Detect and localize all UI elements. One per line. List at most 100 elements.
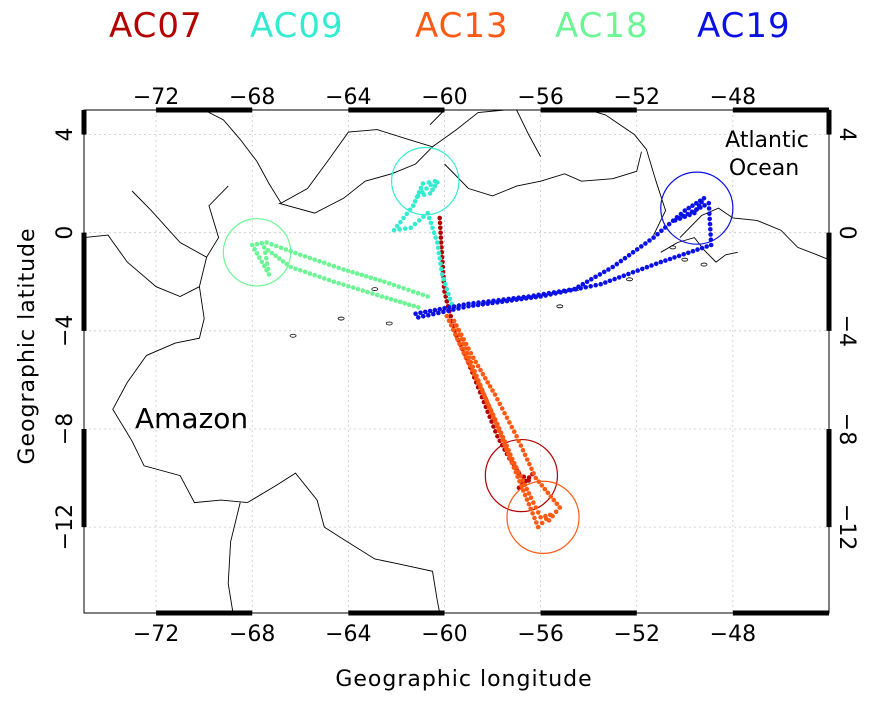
track-point — [331, 263, 337, 269]
track-point — [406, 302, 412, 308]
target-circle-ac09 — [391, 146, 460, 216]
track-point — [707, 211, 712, 216]
track-point — [528, 295, 534, 301]
track-point — [453, 332, 458, 337]
track-point — [456, 306, 461, 311]
track-point — [580, 281, 586, 287]
track-point — [475, 302, 481, 308]
track-point — [519, 296, 524, 302]
track-point — [370, 291, 375, 296]
track-point — [521, 488, 526, 493]
track-point — [448, 313, 454, 319]
track-point — [483, 396, 489, 402]
track-point — [593, 282, 598, 288]
track-point — [471, 303, 476, 308]
track-point — [526, 491, 532, 496]
track-point — [531, 471, 536, 476]
track-point — [511, 465, 517, 470]
track-point — [451, 318, 457, 324]
track-point — [523, 296, 529, 301]
track-point — [522, 452, 528, 458]
track-point — [539, 520, 545, 526]
track-point — [504, 415, 510, 421]
track-point — [686, 250, 691, 256]
track-point — [672, 218, 678, 223]
track-point — [317, 274, 322, 280]
coastline-and-borders — [83, 109, 830, 614]
track-point — [425, 294, 431, 299]
track-point — [514, 297, 519, 303]
track-point — [439, 272, 445, 277]
track-point — [263, 255, 269, 261]
track-point — [535, 510, 541, 515]
x-tick-label-top: −56 — [517, 85, 563, 110]
track-point — [446, 308, 451, 314]
track-point — [468, 359, 474, 365]
track-point — [487, 384, 493, 389]
track-point — [610, 264, 615, 270]
track-point — [420, 181, 426, 186]
track-point — [557, 505, 563, 510]
track-point — [457, 341, 462, 347]
track-point — [254, 241, 260, 247]
track-point — [441, 309, 446, 315]
track-point — [502, 410, 507, 416]
track-point — [474, 373, 479, 379]
river-island — [556, 304, 564, 309]
track-point — [397, 299, 403, 305]
track-point — [589, 277, 594, 282]
track-point — [374, 292, 380, 298]
track-point — [274, 243, 279, 249]
track-point — [261, 245, 267, 250]
track-point — [704, 244, 709, 249]
track-point — [509, 424, 515, 430]
track-point — [509, 460, 515, 466]
track-point — [298, 268, 303, 273]
track-point — [634, 247, 640, 252]
track-ac13 — [444, 313, 580, 554]
target-circle-ac18 — [222, 218, 292, 287]
coastline-segment — [131, 190, 207, 258]
track-point — [459, 332, 464, 338]
track-point — [438, 261, 443, 267]
track-point — [463, 341, 469, 347]
track-point — [269, 242, 274, 247]
y-tick-label-right: −12 — [834, 504, 859, 550]
track-point — [441, 277, 447, 282]
label-atlantic: Atlantic — [725, 128, 809, 153]
track-point — [423, 309, 428, 315]
track-point — [359, 272, 365, 278]
track-point — [431, 311, 436, 317]
track-point — [341, 282, 346, 288]
track-point — [354, 271, 360, 276]
track-point — [499, 406, 505, 411]
track-point — [708, 242, 714, 248]
track-point — [461, 305, 466, 310]
x-tick-label-bottom: −56 — [517, 622, 563, 647]
track-point — [418, 185, 424, 191]
track-point — [415, 193, 421, 199]
y-tick-label-right: −8 — [834, 413, 859, 445]
track-point — [487, 414, 493, 420]
track-point — [535, 524, 541, 530]
river-island — [385, 321, 393, 326]
track-point — [667, 256, 673, 262]
track-point — [515, 474, 520, 480]
track-point — [461, 337, 467, 342]
track-point — [702, 203, 707, 208]
track-point — [336, 280, 342, 286]
track-point — [706, 200, 712, 206]
track-point — [404, 211, 410, 217]
track-point — [529, 466, 534, 472]
track-point — [326, 277, 332, 283]
coastline-segment — [660, 237, 738, 263]
x-tick-label-top: −72 — [133, 85, 179, 110]
track-point — [463, 346, 468, 351]
track-point — [658, 259, 664, 265]
track-point — [630, 270, 636, 275]
coastline-segment — [516, 109, 541, 157]
track-point — [408, 225, 414, 231]
track-point — [437, 215, 443, 221]
river-island — [371, 287, 379, 292]
track-point — [644, 264, 650, 270]
